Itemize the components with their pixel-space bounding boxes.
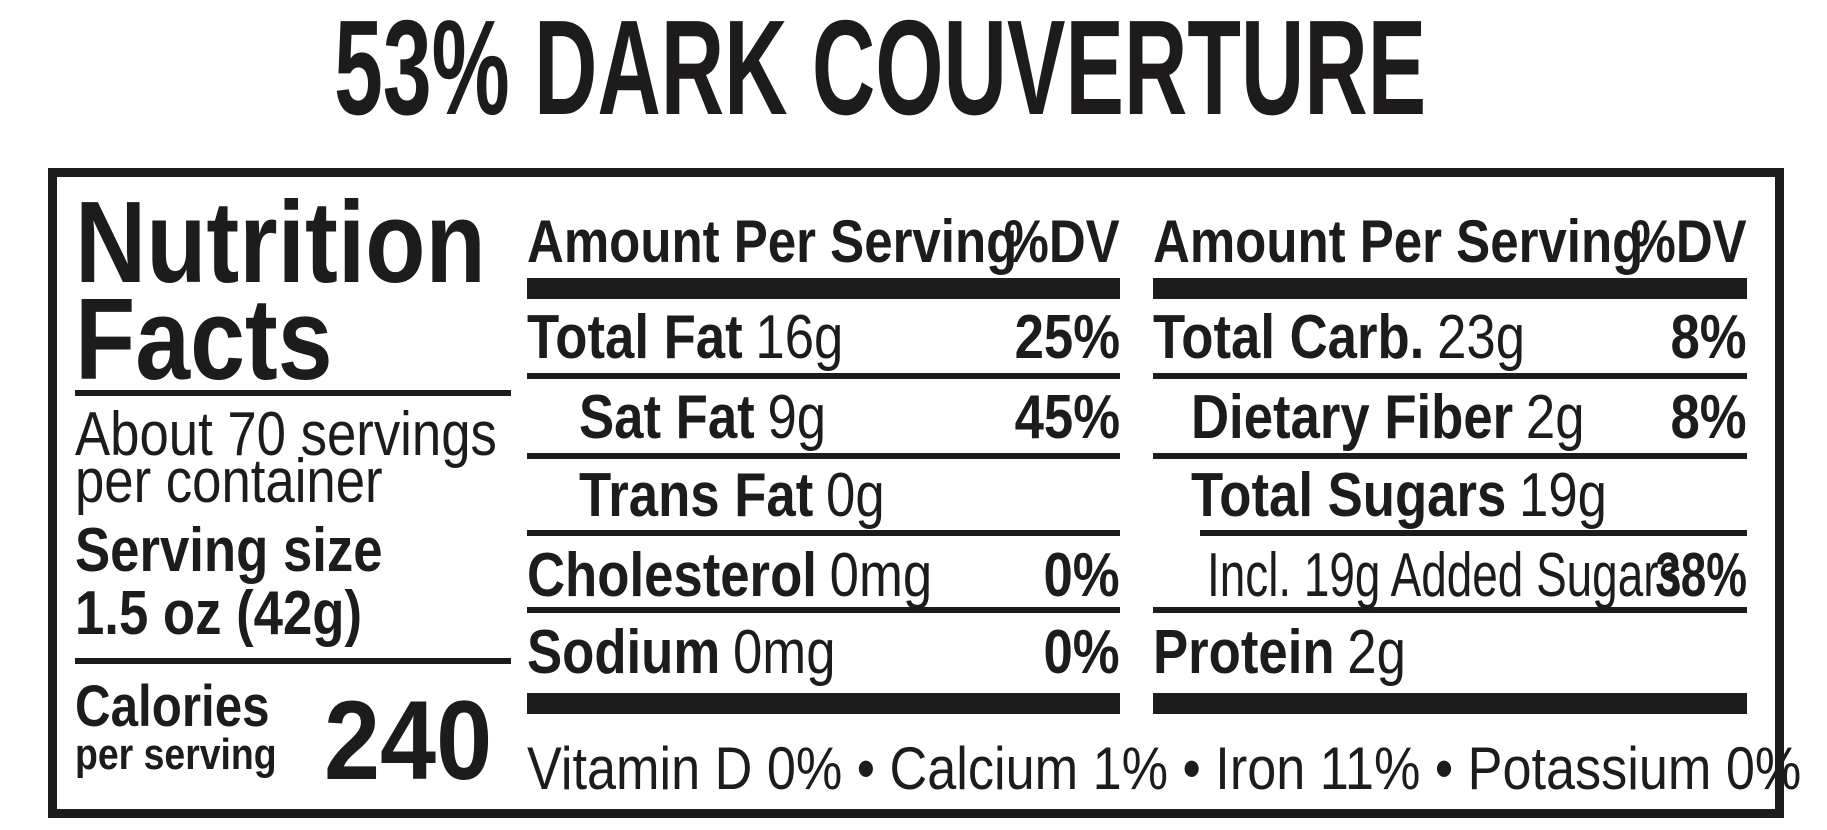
calories-row: Calories per serving 240: [75, 674, 511, 803]
dv-value: 45%: [1014, 383, 1120, 452]
percent-dv-label: %DV: [1630, 208, 1747, 275]
dv-value: 0%: [1043, 618, 1120, 687]
divider-thin: [1153, 607, 1747, 613]
divider-thin: [527, 530, 1120, 536]
serving-info-column: Nutrition Facts About 70 servings per co…: [75, 177, 511, 797]
nutrient-column-fats: Amount Per Serving %DV Total Fat 16g 25% …: [527, 177, 1120, 714]
divider-thick: [527, 278, 1120, 299]
nutrition-facts-heading: Nutrition Facts: [75, 177, 511, 404]
column-header: Amount Per Serving %DV: [1153, 208, 1747, 275]
servings-line-2: per container: [75, 447, 383, 516]
divider-thin: [75, 658, 511, 664]
servings-line-1: About 70 servings: [75, 400, 497, 469]
amount-per-serving-label: Amount Per Serving: [527, 208, 1018, 275]
row-total-fat: Total Fat 16g 25%: [527, 303, 1120, 372]
dv-value: 25%: [1014, 303, 1120, 372]
row-added-sugars: Incl. 19g Added Sugars 38%: [1207, 541, 1747, 610]
product-title-text: 53% DARK COUVERTURE: [333, 0, 1427, 143]
divider-thick: [1153, 693, 1747, 714]
dv-value: 8%: [1670, 303, 1747, 372]
serving-size-value: 1.5 oz (42g): [75, 579, 362, 648]
row-total-carb: Total Carb. 23g 8%: [1153, 303, 1747, 372]
dv-value: 0%: [1043, 541, 1120, 610]
row-sodium: Sodium 0mg 0%: [527, 618, 1120, 687]
servings-per-container: About 70 servings per container: [75, 400, 511, 516]
divider-thin: [1153, 373, 1747, 379]
divider-thin: [527, 373, 1120, 379]
row-cholesterol: Cholesterol 0mg 0%: [527, 541, 1120, 610]
dv-value: 8%: [1670, 383, 1747, 452]
row-protein: Protein 2g: [1153, 618, 1406, 687]
calories-labels: Calories per serving: [75, 674, 324, 779]
divider-thin: [527, 607, 1120, 613]
percent-dv-label: %DV: [1003, 208, 1120, 275]
nutrition-facts-panel: Nutrition Facts About 70 servings per co…: [48, 168, 1802, 818]
divider-thin: [1153, 453, 1747, 459]
product-title: 53% DARK COUVERTURE: [0, 0, 1760, 135]
row-total-sugars: Total Sugars 19g: [1191, 461, 1607, 530]
divider-thin-indented: [1200, 530, 1747, 536]
column-header: Amount Per Serving %DV: [527, 208, 1120, 275]
divider-thin: [527, 453, 1120, 459]
calories-label: Calories: [75, 674, 270, 739]
row-dietary-fiber: Dietary Fiber 2g 8%: [1191, 383, 1747, 452]
heading-line-2: Facts: [75, 274, 333, 404]
calories-sublabel: per serving: [75, 730, 277, 779]
row-trans-fat: Trans Fat 0g: [579, 461, 885, 530]
divider-thick: [527, 693, 1120, 714]
serving-size-label: Serving size: [75, 516, 383, 585]
heading-line-1: Nutrition: [75, 177, 486, 307]
nutrient-column-carbs: Amount Per Serving %DV Total Carb. 23g 8%…: [1153, 177, 1747, 714]
divider-thin: [75, 390, 511, 396]
amount-per-serving-label: Amount Per Serving: [1153, 208, 1644, 275]
calories-value: 240: [324, 678, 493, 803]
divider-thick: [1153, 278, 1747, 299]
micronutrients-line: Vitamin D 0% • Calcium 1% • Iron 11% • P…: [527, 735, 1802, 802]
row-sat-fat: Sat Fat 9g 45%: [579, 383, 1120, 452]
dv-value: 38%: [1655, 541, 1747, 610]
